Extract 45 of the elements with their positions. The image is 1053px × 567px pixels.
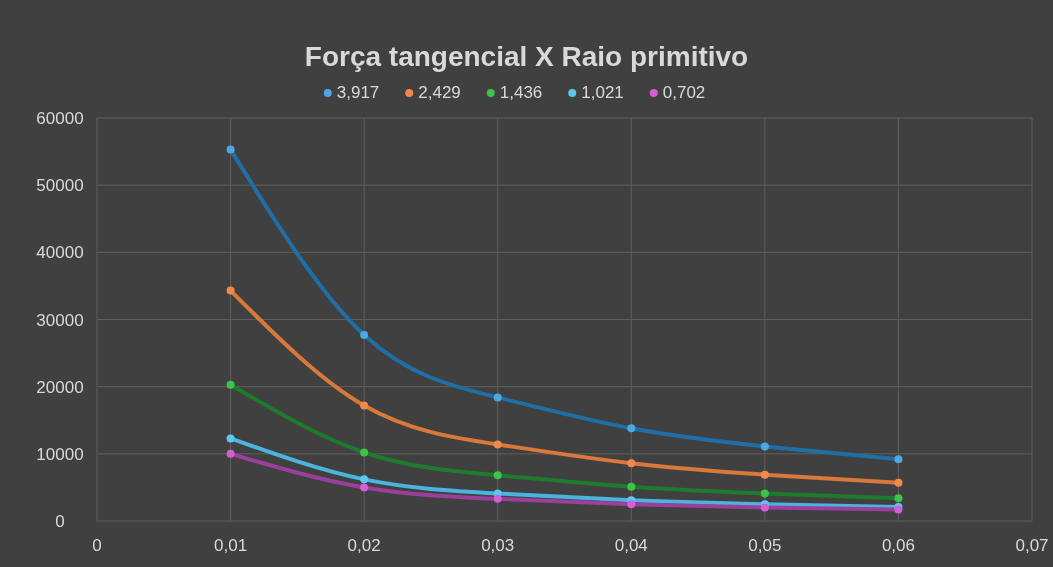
point <box>360 401 369 410</box>
point <box>894 478 903 487</box>
legend-label: 1,436 <box>499 83 543 102</box>
point <box>627 424 636 433</box>
y-tick-label: 50000 <box>36 176 84 196</box>
y-tick-label: 20000 <box>36 377 84 397</box>
legend-label: 0,702 <box>662 83 706 102</box>
legend-label: 2,429 <box>418 83 461 102</box>
x-tick-label: 0,04 <box>614 536 648 555</box>
point <box>760 470 769 479</box>
point <box>627 500 636 509</box>
y-tick-label: 40000 <box>36 243 84 263</box>
x-tick-label: 0,06 <box>881 536 915 555</box>
point <box>360 330 369 339</box>
x-tick-label: 0,01 <box>214 536 248 555</box>
point <box>627 482 636 491</box>
point <box>226 286 235 295</box>
point <box>226 145 235 154</box>
point <box>360 475 369 484</box>
point <box>760 489 769 498</box>
point <box>226 380 235 389</box>
x-tick-label: 0,02 <box>347 536 381 555</box>
point <box>493 471 502 480</box>
legend-label: 3,917 <box>336 83 380 102</box>
y-tick-label: 60000 <box>36 109 84 128</box>
point <box>493 393 502 402</box>
point <box>760 442 769 451</box>
point <box>493 494 502 503</box>
point <box>627 459 636 468</box>
x-tick-label: 0,07 <box>1015 536 1049 555</box>
point <box>226 434 235 443</box>
point <box>360 483 369 492</box>
x-tick-label: 0 <box>92 536 102 555</box>
chart-title: Força tangencial X Raio primitivo <box>304 41 749 72</box>
legend-label: 1,021 <box>581 83 624 102</box>
point <box>894 455 903 464</box>
point <box>493 440 502 449</box>
point <box>894 494 903 503</box>
y-tick-label: 10000 <box>36 444 84 464</box>
point <box>226 449 235 458</box>
point <box>360 448 369 457</box>
x-tick-label: 0,03 <box>481 536 515 555</box>
x-tick-label: 0,05 <box>748 536 782 555</box>
y-tick-label: 0 <box>55 512 65 531</box>
y-tick-label: 30000 <box>36 310 84 330</box>
